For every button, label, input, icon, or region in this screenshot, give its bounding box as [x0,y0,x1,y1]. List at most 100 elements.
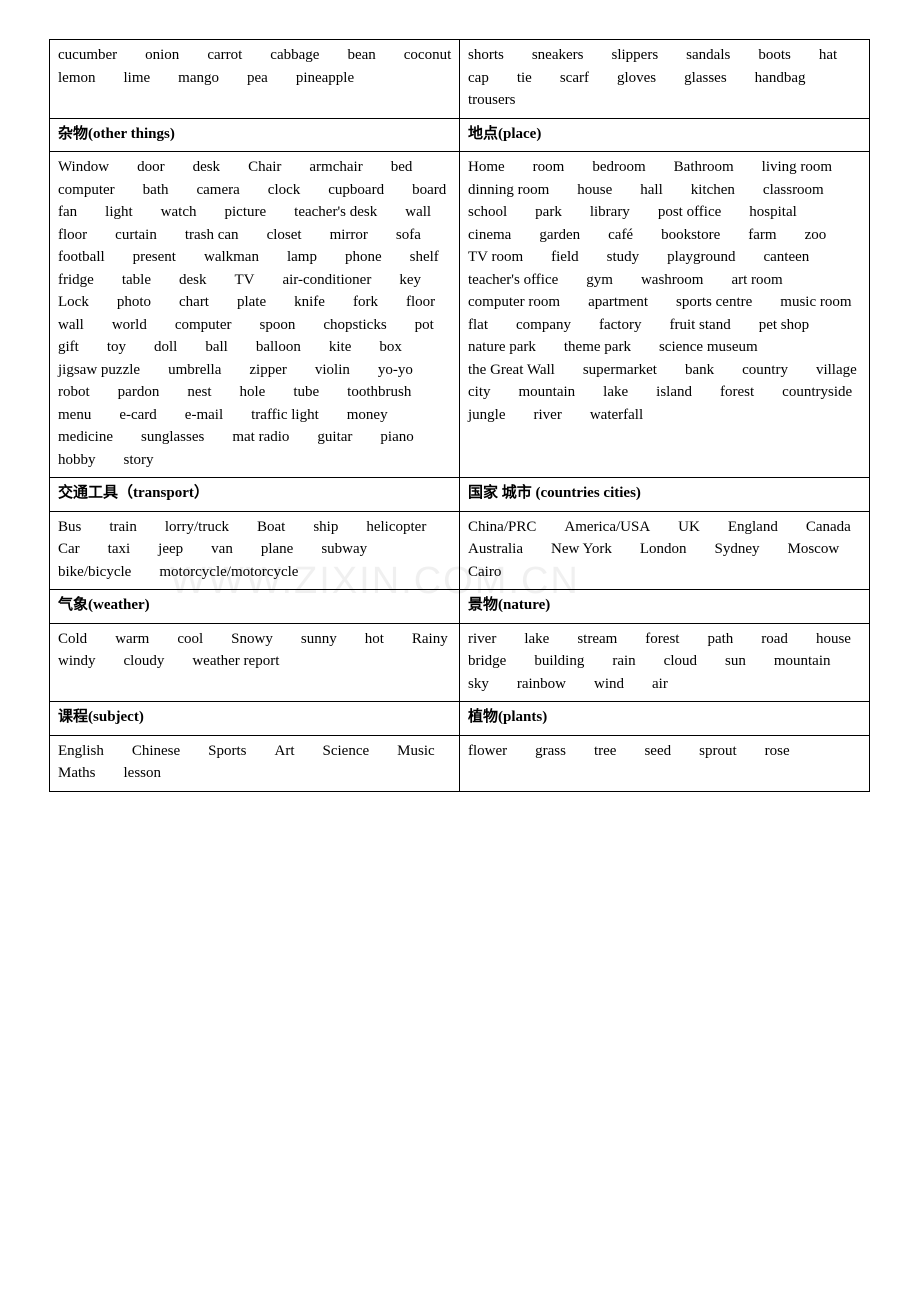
vocab-word: TV room [468,246,523,269]
vocab-word: rose [765,740,790,763]
vocab-word: English [58,740,104,763]
vocab-word: fork [353,291,378,314]
header-en: (place) [498,126,541,142]
vocab-word: trash can [185,224,239,247]
vocab-word: flat [468,314,488,337]
vocab-word: building [534,650,584,673]
vocab-word: Window [58,156,109,179]
vocab-word: sprout [699,740,737,763]
word-list: HomeroombedroomBathroomliving roomdinnin… [468,156,861,426]
vocab-word: toy [107,336,126,359]
vocab-word: rain [612,650,635,673]
vocab-word: phone [345,246,382,269]
vocabulary-table: cucumberonioncarrotcabbagebeancoconutlem… [50,40,870,792]
vocab-word: bath [143,179,169,202]
category-header: 课程(subject) [49,701,460,736]
word-cell: HomeroombedroomBathroomliving roomdinnin… [459,151,870,478]
category-header: 交通工具（transport） [49,477,460,512]
vocab-word: trousers [468,89,516,112]
vocab-word: e-card [119,404,156,427]
vocab-word: school [468,201,507,224]
vocab-word: library [590,201,630,224]
vocab-word: motorcycle/motorcycle [159,561,298,584]
vocab-word: pot [415,314,434,337]
vocab-word: Chair [248,156,281,179]
word-cell: cucumberonioncarrotcabbagebeancoconutlem… [49,39,460,119]
vocab-word: hobby [58,449,96,472]
vocab-word: lemon [58,67,96,90]
vocab-word: tree [594,740,616,763]
vocab-word: England [728,516,778,539]
vocab-word: chart [179,291,209,314]
vocab-word: kite [329,336,352,359]
vocab-word: jeep [158,538,183,561]
vocab-word: city [468,381,491,404]
vocab-word: bedroom [592,156,645,179]
vocab-word: balloon [256,336,301,359]
vocab-word: the Great Wall [468,359,555,382]
category-header: 国家 城市 (countries cities) [459,477,870,512]
vocab-word: coconut [404,44,451,67]
vocab-word: world [112,314,147,337]
vocab-word: Art [275,740,295,763]
vocab-word: village [816,359,857,382]
vocab-word: forest [645,628,679,651]
vocab-word: windy [58,650,96,673]
vocab-word: umbrella [168,359,221,382]
vocab-word: bike/bicycle [58,561,131,584]
vocab-word: ship [313,516,338,539]
vocab-word: teacher's desk [294,201,377,224]
vocab-word: chopsticks [323,314,386,337]
vocab-word: violin [315,359,350,382]
vocab-word: cinema [468,224,511,247]
header-cn: 地点 [468,126,498,142]
vocab-word: zoo [805,224,827,247]
vocab-word: medicine [58,426,113,449]
vocab-word: shelf [410,246,439,269]
vocab-word: theme park [564,336,631,359]
vocab-word: floor [58,224,87,247]
vocab-word: bed [391,156,413,179]
vocab-word: hat [819,44,837,67]
vocab-word: house [577,179,612,202]
vocab-word: bookstore [661,224,720,247]
header-en: (countries cities) [536,485,641,501]
vocab-word: cupboard [328,179,384,202]
vocab-word: path [707,628,733,651]
vocab-word: train [109,516,137,539]
word-cell: China/PRCAmerica/USAUKEnglandCanadaAustr… [459,511,870,591]
vocab-word: taxi [108,538,131,561]
header-en: (weather) [88,597,150,613]
vocab-word: science museum [659,336,758,359]
word-list: riverlakestreamforestpathroadhousebridge… [468,628,861,696]
vocab-word: money [347,404,388,427]
vocab-word: clock [268,179,300,202]
vocab-word: Sydney [715,538,760,561]
vocab-word: Snowy [231,628,273,651]
vocab-word: gloves [617,67,656,90]
vocab-word: river [468,628,496,651]
vocab-word: fan [58,201,77,224]
header-en: (subject) [88,709,144,725]
vocab-word: jigsaw puzzle [58,359,140,382]
vocab-word: wall [58,314,84,337]
vocab-word: e-mail [185,404,223,427]
vocab-word: cucumber [58,44,117,67]
vocab-word: room [533,156,565,179]
vocab-word: spoon [259,314,295,337]
vocab-word: computer [58,179,115,202]
vocab-word: air-conditioner [282,269,371,292]
vocab-word: football [58,246,105,269]
vocab-word: jungle [468,404,506,427]
vocab-word: supermarket [583,359,657,382]
vocab-word: gym [586,269,613,292]
vocab-word: floor [406,291,435,314]
vocab-word: boots [758,44,791,67]
vocab-word: company [516,314,571,337]
vocab-word: apartment [588,291,648,314]
word-list: ColdwarmcoolSnowysunnyhotRainywindycloud… [58,628,452,673]
vocab-word: plate [237,291,266,314]
header-cn: 课程 [58,709,88,725]
word-list: EnglishChineseSportsArtScienceMusicMaths… [58,740,452,785]
header-cn: 植物 [468,709,498,725]
